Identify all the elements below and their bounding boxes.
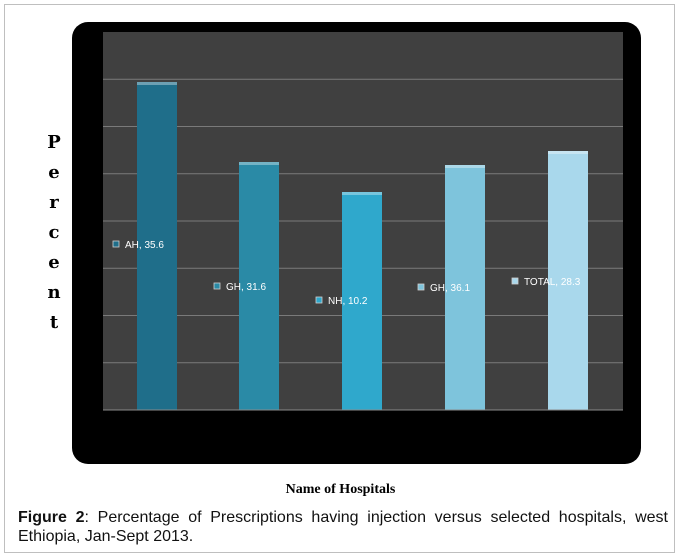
y-axis-label-letter: t xyxy=(49,312,59,333)
data-label: GH, 31.6 xyxy=(226,282,266,293)
data-labels: AH, 35.6 GH, 31.6 NH, 10.2 GH, 36.1 TOTAL, 2… xyxy=(112,240,581,307)
data-label: AH, 35.6 xyxy=(125,240,164,251)
data-label: GH, 36.1 xyxy=(430,283,470,294)
y-axis-label-letter: c xyxy=(48,222,60,243)
bars xyxy=(137,82,588,410)
bar xyxy=(239,162,279,410)
bar-top-highlight xyxy=(342,192,382,195)
caption-text: : Percentage of Prescriptions having inj… xyxy=(18,509,669,545)
bar-top-highlight xyxy=(239,162,279,165)
bar xyxy=(445,165,485,410)
figure-label: Figure 2 xyxy=(18,509,85,526)
y-axis-label-letter: e xyxy=(48,252,60,273)
bar-top-highlight xyxy=(137,82,177,85)
y-axis-label-letter: r xyxy=(49,192,59,213)
bar xyxy=(137,82,177,410)
legend-key-marker xyxy=(315,296,323,304)
bar-top-highlight xyxy=(445,165,485,168)
bar xyxy=(342,192,382,410)
y-axis-label-letter: e xyxy=(48,162,60,183)
bar-top-highlight xyxy=(548,151,588,154)
bar xyxy=(548,151,588,410)
y-axis-label-letter: n xyxy=(47,282,61,303)
y-axis-label: P e r c e n t xyxy=(42,128,66,338)
x-axis-label: Name of Hospitals xyxy=(285,482,396,497)
data-label: TOTAL, 28.3 xyxy=(524,277,581,288)
data-label: NH, 10.2 xyxy=(328,296,368,307)
legend-key-marker xyxy=(213,282,221,290)
figure-caption: Figure 2: Percentage of Prescriptions ha… xyxy=(18,508,668,546)
legend-key-marker xyxy=(511,277,519,285)
legend-key-marker xyxy=(417,283,425,291)
y-axis-label-letter: P xyxy=(47,132,61,153)
legend-key-marker xyxy=(112,240,120,248)
